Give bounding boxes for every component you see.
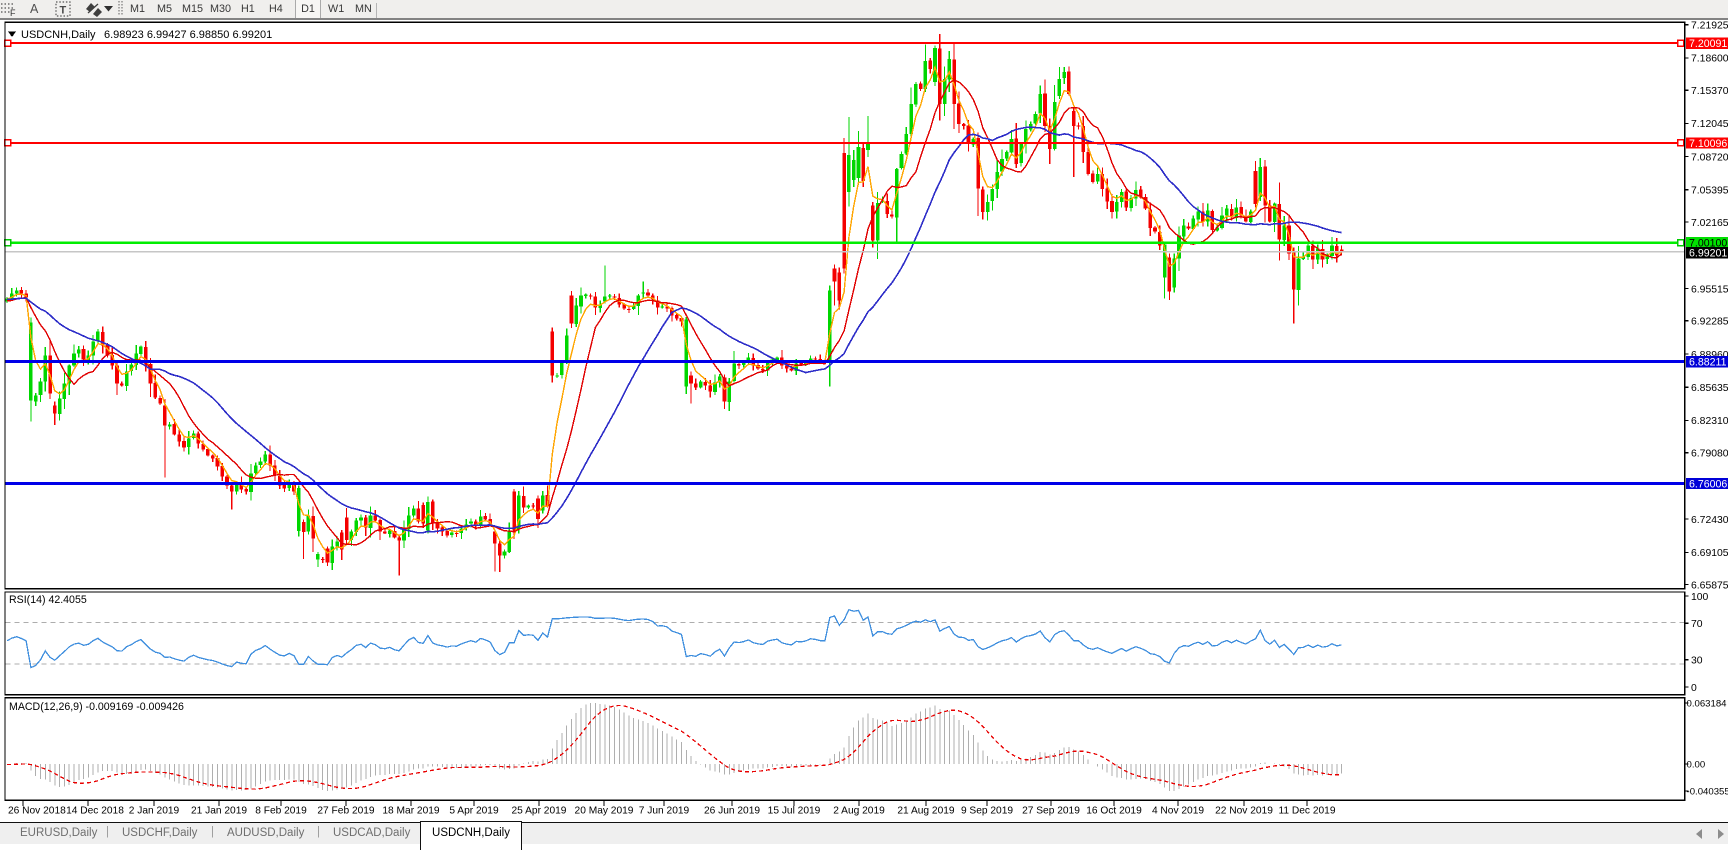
svg-text:RSI(14) 42.4055: RSI(14) 42.4055	[9, 594, 87, 606]
svg-text:6.92285: 6.92285	[1691, 317, 1728, 328]
svg-text:7.18600: 7.18600	[1691, 54, 1728, 65]
svg-text:6.88211: 6.88211	[1689, 356, 1727, 368]
svg-text:30: 30	[1691, 656, 1703, 667]
svg-text:16 Oct 2019: 16 Oct 2019	[1086, 806, 1142, 817]
svg-text:8 Feb 2019: 8 Feb 2019	[255, 806, 307, 817]
svg-text:20 May 2019: 20 May 2019	[575, 806, 634, 817]
svg-text:0: 0	[1691, 683, 1697, 694]
svg-text:6.65875: 6.65875	[1691, 580, 1728, 591]
svg-text:6.99201: 6.99201	[1689, 247, 1727, 259]
svg-text:6.72430: 6.72430	[1691, 515, 1728, 526]
svg-text:7.20091: 7.20091	[1689, 38, 1727, 50]
svg-text:7 Jun 2019: 7 Jun 2019	[639, 806, 690, 817]
svg-text:2 Aug 2019: 2 Aug 2019	[833, 806, 885, 817]
svg-text:T: T	[60, 5, 67, 17]
svg-text:27 Sep 2019: 27 Sep 2019	[1022, 806, 1080, 817]
svg-text:7.08720: 7.08720	[1691, 152, 1728, 163]
svg-text:6.82310: 6.82310	[1691, 416, 1728, 427]
svg-text:21 Jan 2019: 21 Jan 2019	[191, 806, 247, 817]
svg-text:7.10096: 7.10096	[1689, 138, 1727, 150]
svg-text:27 Feb 2019: 27 Feb 2019	[317, 806, 375, 817]
svg-text:100: 100	[1691, 592, 1709, 603]
svg-text:2 Jan 2019: 2 Jan 2019	[129, 806, 180, 817]
svg-text:6.79080: 6.79080	[1691, 449, 1728, 460]
svg-text:F: F	[10, 8, 16, 17]
svg-text:-0.040355: -0.040355	[1687, 787, 1728, 798]
svg-text:25 Apr 2019: 25 Apr 2019	[512, 806, 567, 817]
svg-text:21 Aug 2019: 21 Aug 2019	[897, 806, 955, 817]
svg-text:0.00: 0.00	[1687, 760, 1706, 771]
svg-text:7.12045: 7.12045	[1691, 119, 1728, 130]
svg-text:6.69105: 6.69105	[1691, 548, 1728, 559]
svg-text:6.95515: 6.95515	[1691, 284, 1728, 295]
svg-text:18 Mar 2019: 18 Mar 2019	[382, 806, 440, 817]
svg-text:MACD(12,26,9) -0.009169 -0.009: MACD(12,26,9) -0.009169 -0.009426	[9, 701, 184, 713]
svg-text:6.85635: 6.85635	[1691, 383, 1728, 394]
svg-text:5 Apr 2019: 5 Apr 2019	[449, 806, 499, 817]
svg-text:22 Nov 2019: 22 Nov 2019	[1215, 806, 1273, 817]
svg-text:26 Nov 2018: 26 Nov 2018	[8, 806, 66, 817]
svg-text:7.15370: 7.15370	[1691, 86, 1728, 97]
svg-text:6.76006: 6.76006	[1689, 478, 1727, 490]
svg-text:11 Dec 2019: 11 Dec 2019	[1278, 806, 1335, 817]
svg-text:14 Dec 2018: 14 Dec 2018	[66, 806, 124, 817]
svg-text:9 Sep 2019: 9 Sep 2019	[961, 806, 1013, 817]
svg-text:0.063184: 0.063184	[1687, 699, 1728, 710]
svg-text:6.98923 6.99427 6.98850 6.9920: 6.98923 6.99427 6.98850 6.99201	[104, 29, 272, 41]
svg-text:70: 70	[1691, 619, 1703, 630]
svg-text:7.21925: 7.21925	[1691, 21, 1728, 32]
svg-text:USDCNH,Daily: USDCNH,Daily	[21, 29, 96, 41]
svg-text:7.02165: 7.02165	[1691, 218, 1728, 229]
svg-text:26 Jun 2019: 26 Jun 2019	[704, 806, 760, 817]
svg-text:4 Nov 2019: 4 Nov 2019	[1152, 806, 1204, 817]
svg-text:7.05395: 7.05395	[1691, 186, 1728, 197]
svg-text:15 Jul 2019: 15 Jul 2019	[768, 806, 821, 817]
